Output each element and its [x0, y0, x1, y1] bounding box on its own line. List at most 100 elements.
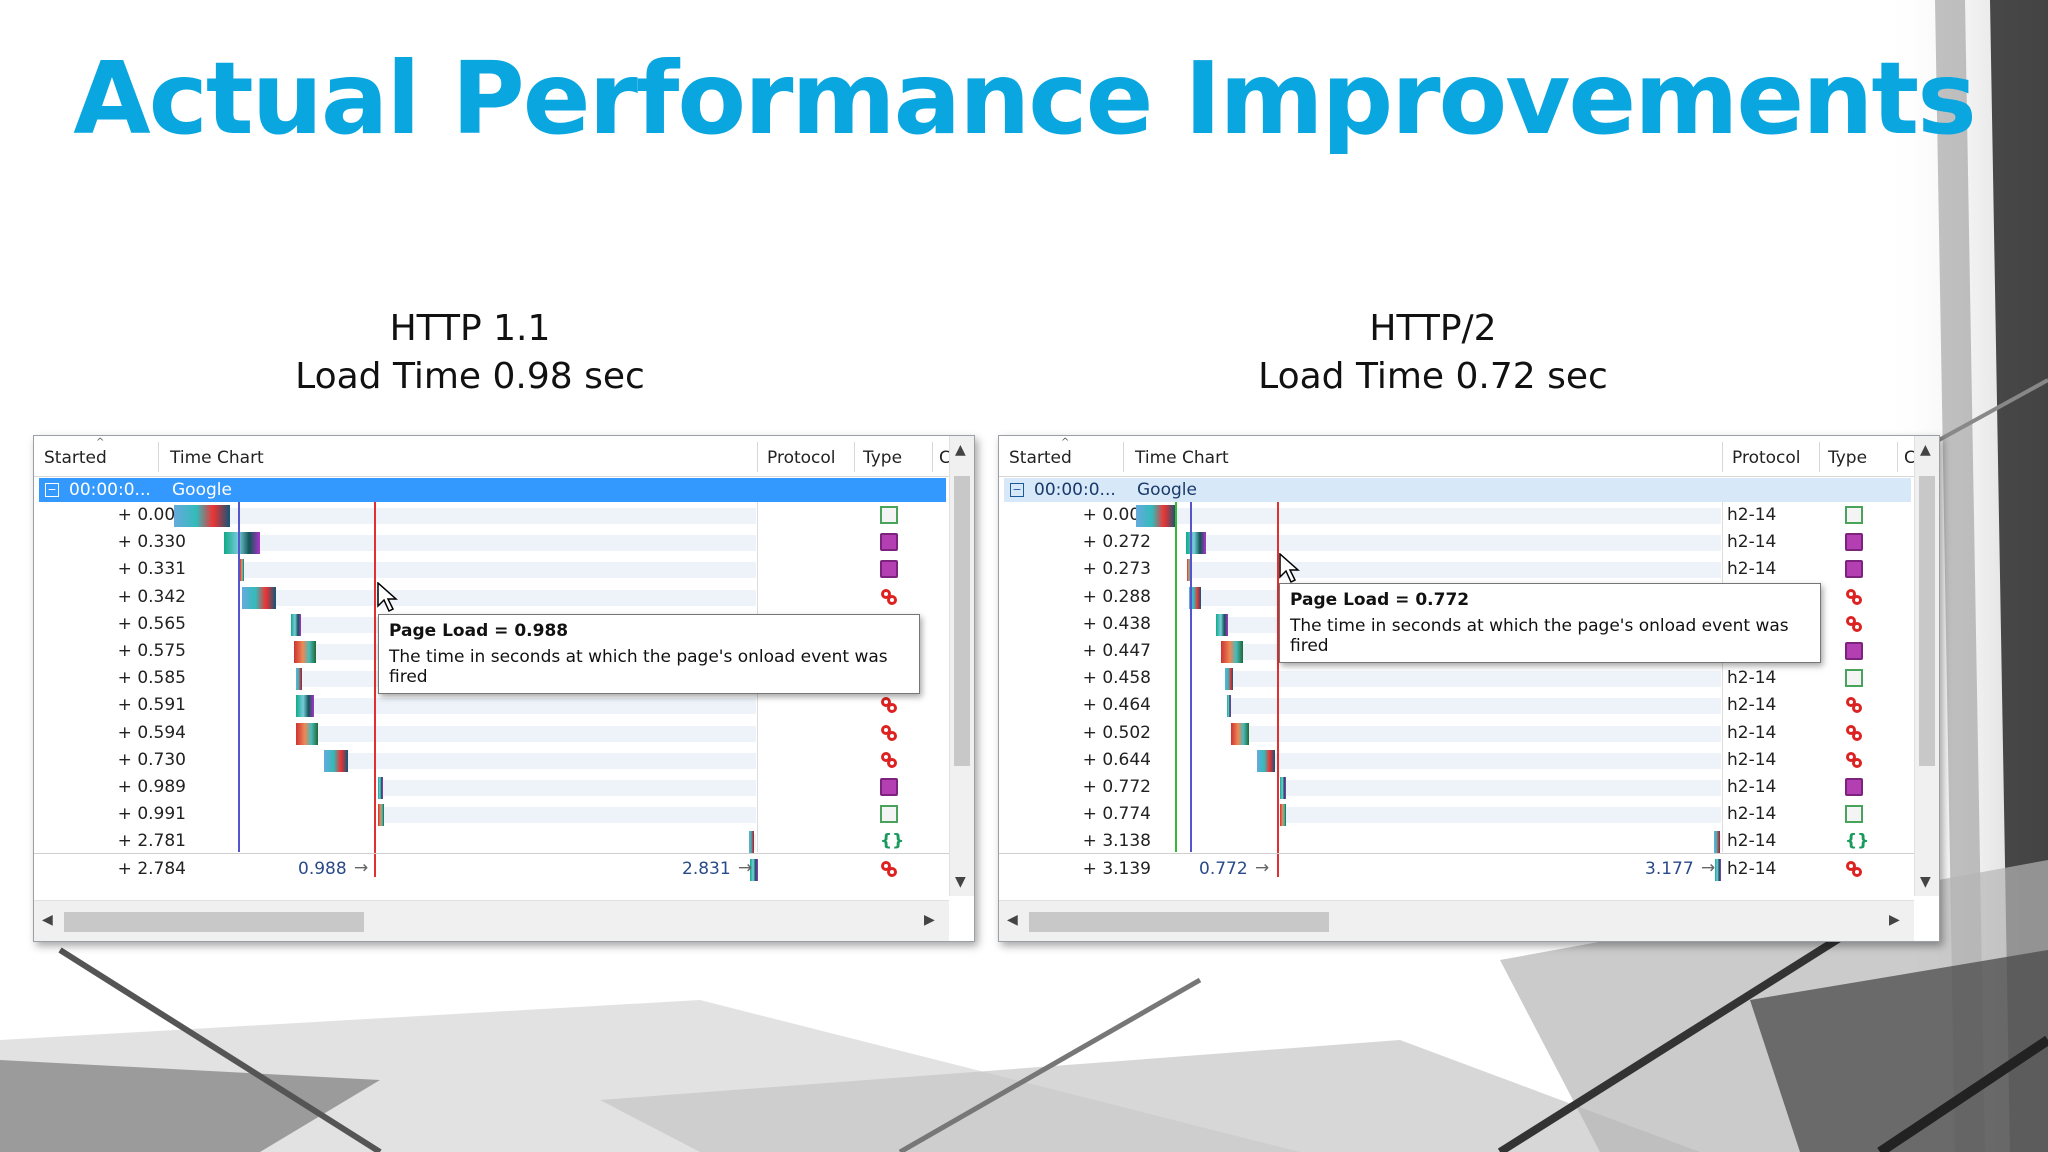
session-group-row[interactable]: − 00:00:0... Google [39, 478, 946, 502]
vertical-scrollbar[interactable]: ▲ ▼ [1914, 436, 1939, 896]
timing-bar[interactable] [1216, 613, 1228, 636]
column-header-type[interactable]: Type [1828, 448, 1868, 468]
scroll-up-icon[interactable]: ▲ [955, 442, 966, 458]
column-header-time-chart[interactable]: Time Chart [1135, 448, 1229, 468]
right-caption-protocol: HTTP/2 [1369, 308, 1497, 349]
row-protocol: h2-14 [1727, 749, 1777, 770]
horizontal-scrollbar[interactable]: ◀ ▶ [34, 900, 949, 941]
timing-bar[interactable] [1257, 749, 1275, 772]
left-caption: HTTP 1.1 Load Time 0.98 sec [120, 305, 820, 401]
request-row[interactable]: + 0.502 h2-14 [999, 720, 1914, 747]
session-group-row[interactable]: − 00:00:0... Google [1004, 478, 1911, 502]
horizontal-scroll-thumb[interactable] [1029, 912, 1329, 932]
scroll-right-icon[interactable]: ▶ [1889, 912, 1900, 928]
script-icon [1845, 588, 1863, 606]
vertical-scroll-thumb[interactable] [954, 476, 970, 766]
request-row[interactable]: + 3.139 h2-14 [999, 856, 1914, 883]
timing-bar[interactable] [240, 559, 244, 582]
timing-bar[interactable] [1227, 695, 1231, 718]
row-started-offset: + 0.585 [117, 668, 186, 689]
request-row[interactable]: + 0.464 h2-14 [999, 692, 1914, 719]
timing-bar[interactable] [749, 831, 754, 854]
scroll-up-icon[interactable]: ▲ [1920, 442, 1931, 458]
column-header-extra[interactable]: C [939, 448, 951, 468]
json-braces-icon: {} [880, 831, 905, 852]
request-row[interactable]: + 0.000 h2-14 [999, 502, 1914, 529]
timing-bar[interactable] [1714, 831, 1720, 854]
timeline-track [1280, 780, 1721, 796]
timing-bar[interactable] [1280, 777, 1286, 799]
request-row[interactable]: + 0.730 [34, 747, 949, 774]
timing-bar[interactable] [174, 505, 230, 527]
column-header-time-chart[interactable]: Time Chart [170, 448, 264, 468]
vertical-scroll-thumb[interactable] [1919, 476, 1935, 766]
timing-bar[interactable] [296, 668, 302, 691]
timing-bar[interactable] [224, 532, 260, 555]
timing-bar[interactable] [378, 804, 384, 827]
request-row[interactable]: + 0.591 [34, 692, 949, 719]
timing-bar[interactable] [1189, 586, 1201, 609]
request-row[interactable]: + 0.272 h2-14 [999, 529, 1914, 556]
timing-bar[interactable] [296, 722, 318, 745]
timing-bar[interactable] [291, 613, 301, 636]
request-row[interactable]: + 0.331 [34, 556, 949, 583]
timing-bar[interactable] [1221, 641, 1243, 663]
timing-bar[interactable] [324, 749, 348, 772]
request-row[interactable]: + 2.781 {} [34, 828, 949, 855]
document-icon [1845, 669, 1863, 688]
timing-bar[interactable] [1225, 668, 1233, 691]
request-row[interactable]: + 0.330 [34, 529, 949, 556]
request-row[interactable]: + 3.138 h2-14 {} [999, 828, 1914, 855]
request-row[interactable]: + 2.784 [34, 856, 949, 883]
request-row[interactable]: + 0.774 h2-14 [999, 801, 1914, 828]
group-host-name: Google [1137, 480, 1197, 500]
http2-session-panel: ^ Started Time Chart Protocol Type C − 0… [998, 435, 1940, 942]
horizontal-scrollbar[interactable]: ◀ ▶ [999, 900, 1914, 941]
timing-bar[interactable] [242, 586, 276, 609]
column-header-extra[interactable]: C [1904, 448, 1916, 468]
column-header-protocol[interactable]: Protocol [1732, 448, 1801, 468]
column-header-protocol[interactable]: Protocol [767, 448, 836, 468]
scroll-down-icon[interactable]: ▼ [1920, 874, 1931, 890]
row-started-offset: + 0.774 [1082, 804, 1151, 825]
request-row[interactable]: + 0.989 [34, 774, 949, 801]
group-start-time: 00:00:0... [69, 480, 151, 500]
timing-bar[interactable] [1280, 804, 1286, 827]
row-protocol: h2-14 [1727, 505, 1777, 525]
request-row[interactable]: + 0.772 h2-14 [999, 774, 1914, 801]
timing-bar[interactable] [1715, 858, 1721, 881]
footer-arrow-icon: → [1255, 858, 1270, 878]
request-row[interactable]: + 0.342 [34, 584, 949, 611]
scroll-right-icon[interactable]: ▶ [924, 912, 935, 928]
timing-bar[interactable] [1186, 532, 1206, 555]
collapse-icon[interactable]: − [1010, 483, 1024, 497]
collapse-icon[interactable]: − [45, 483, 59, 497]
request-row[interactable]: + 0.644 h2-14 [999, 747, 1914, 774]
timing-bar[interactable] [1187, 559, 1191, 582]
column-header-type[interactable]: Type [863, 448, 903, 468]
row-started-offset: + 0.272 [1082, 532, 1151, 553]
horizontal-scroll-thumb[interactable] [64, 912, 364, 932]
request-row[interactable]: + 0.458 h2-14 [999, 665, 1914, 692]
timing-bar[interactable] [378, 777, 383, 799]
group-start-time: 00:00:0... [1034, 480, 1116, 500]
timeline-track [296, 698, 756, 715]
vertical-scrollbar[interactable]: ▲ ▼ [949, 436, 974, 896]
timing-bar[interactable] [294, 641, 316, 663]
column-header-started[interactable]: Started [44, 448, 107, 468]
request-row[interactable]: + 0.991 [34, 801, 949, 828]
request-row[interactable]: + 0.000 [34, 502, 949, 529]
timing-bar[interactable] [1231, 722, 1249, 745]
request-row[interactable]: + 0.594 [34, 720, 949, 747]
timing-bar[interactable] [750, 858, 758, 881]
script-icon [880, 696, 898, 714]
column-header-started[interactable]: Started [1009, 448, 1072, 468]
scroll-left-icon[interactable]: ◀ [42, 912, 53, 928]
timing-bar[interactable] [296, 695, 314, 718]
scroll-down-icon[interactable]: ▼ [955, 874, 966, 890]
timing-bar[interactable] [1136, 505, 1176, 527]
scroll-left-icon[interactable]: ◀ [1007, 912, 1018, 928]
row-started-offset: + 2.781 [117, 831, 186, 852]
request-row[interactable]: + 0.273 h2-14 [999, 556, 1914, 583]
timeline-track [1187, 562, 1721, 579]
